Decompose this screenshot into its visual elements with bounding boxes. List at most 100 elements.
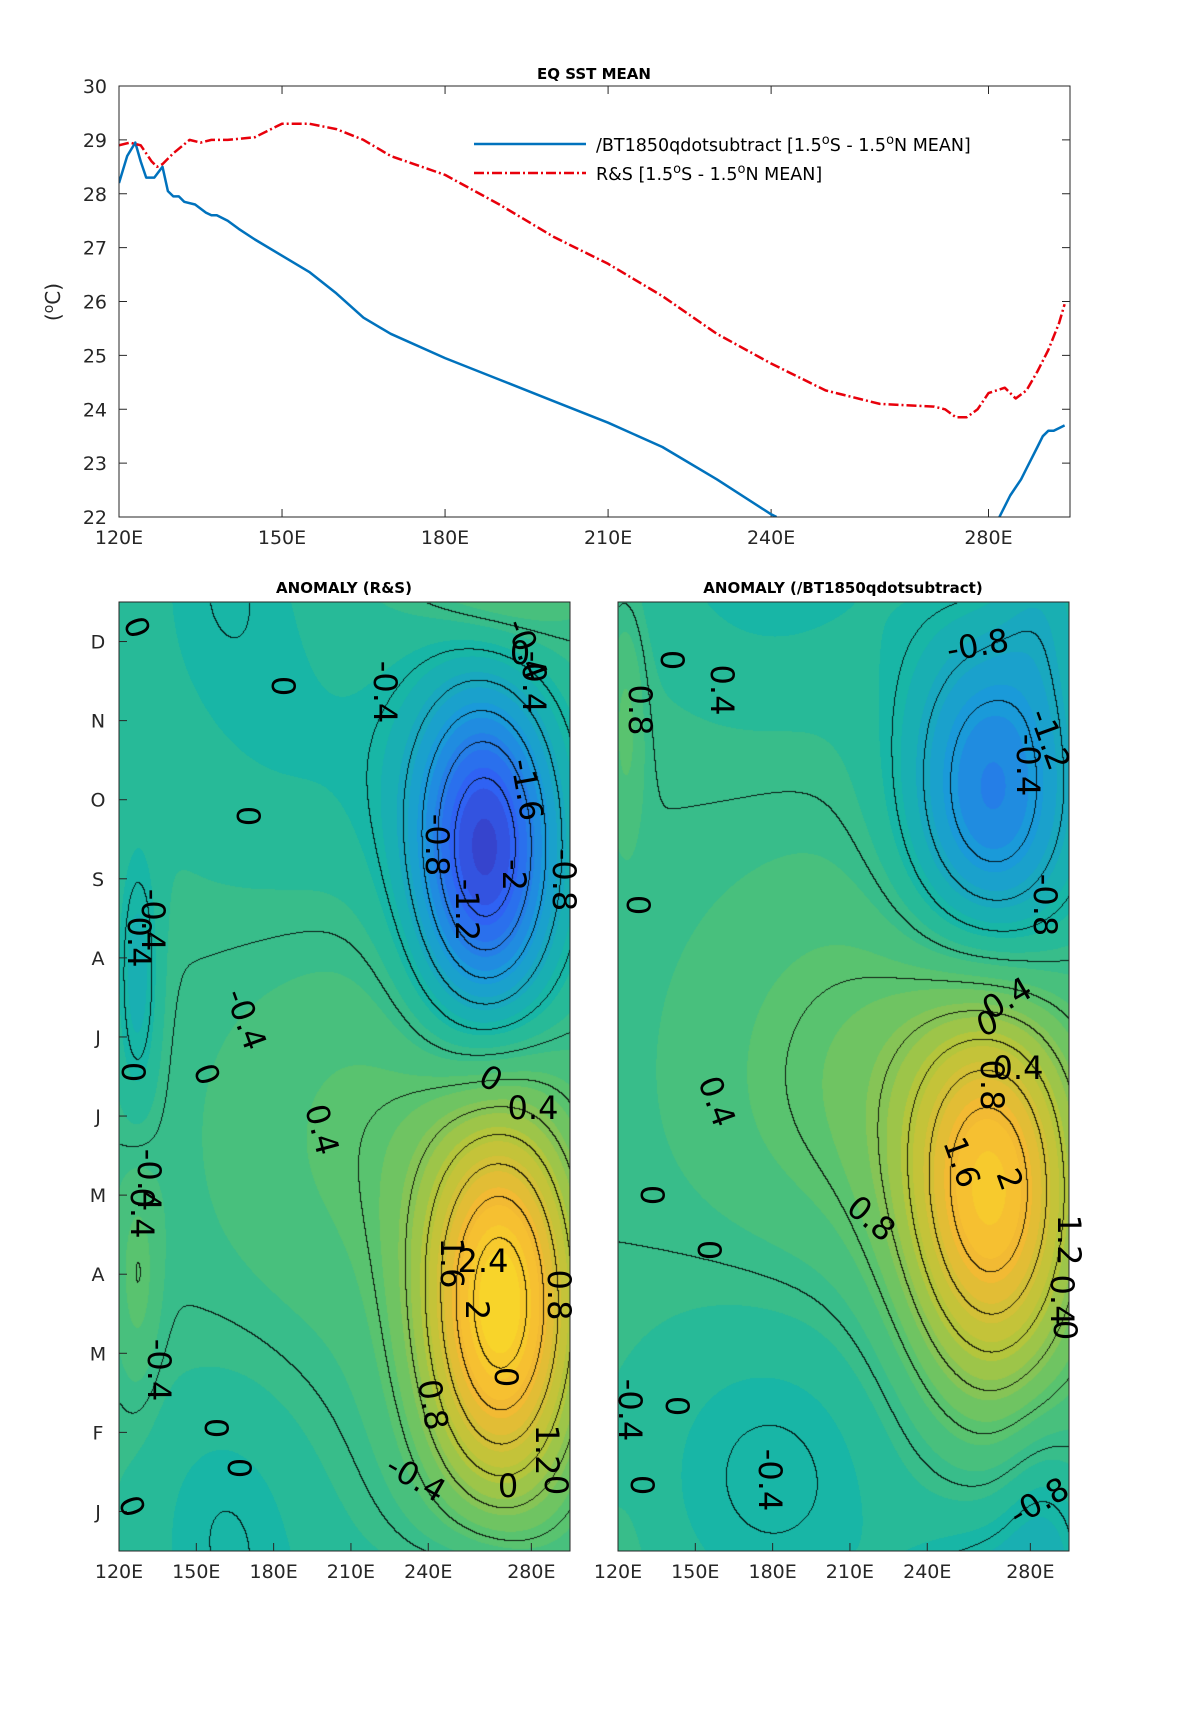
x-tick-label: 210E [327, 1561, 375, 1583]
contour-label: -0.8 [545, 849, 583, 911]
y-tick-label: 26 [83, 292, 107, 314]
contour-label: 0 [229, 806, 267, 826]
y-tick-label: 24 [83, 399, 107, 421]
y-tick-label: S [92, 869, 104, 891]
contour-label: 1.6 [433, 1238, 471, 1289]
contour-label: 0 [264, 676, 302, 696]
contour-label: 0 [510, 634, 530, 672]
contour-label: 0 [690, 1240, 728, 1260]
contour-label: -0.4 [140, 1339, 178, 1401]
contour-label: 0 [653, 650, 691, 670]
x-tick-label: 240E [903, 1561, 951, 1583]
y-tick-label: N [91, 711, 105, 733]
plot-frame [118, 85, 1071, 518]
series-model-line [119, 141, 1066, 517]
contour-label: 0.8 [540, 1270, 578, 1321]
contour-label: 0 [487, 1367, 525, 1387]
anomaly-obs-heatmap: ANOMALY (R&S) 120E 150E 180E 210E 240E 280E J… [90, 579, 583, 1583]
x-axis: 120E 150E 180E 210E 240E 280E [95, 86, 1013, 549]
contour-label: -0.4 [751, 1449, 789, 1511]
x-tick-label: 280E [507, 1561, 555, 1583]
contour-label: -0.4 [366, 661, 404, 723]
y-tick-label: 29 [83, 130, 107, 152]
y-tick-label: 27 [83, 238, 107, 260]
contour-label: 0 [658, 1396, 696, 1416]
contour-label: -0.8 [418, 814, 456, 876]
left-heatmap-frame [118, 601, 571, 1552]
left-x-axis: 120E 150E 180E 210E 240E 280E [95, 1543, 555, 1583]
contour-label: 0 [220, 1458, 258, 1478]
contour-label: 0.8 [973, 1060, 1011, 1111]
contour-label: 0 [197, 1418, 235, 1438]
contour-label: -0.4 [1009, 734, 1047, 796]
x-tick-label: 240E [404, 1561, 452, 1583]
anomaly-model-heatmap: ANOMALY (/BT1850qdotsubtract) 120E 150E 18… [594, 579, 1088, 1583]
contour-label: 0 [619, 895, 657, 915]
contour-label: -0.8 [1026, 874, 1064, 936]
contour-label: 0.8 [410, 1376, 456, 1433]
left-y-axis: J F M A M J J A S O N D [90, 632, 127, 1523]
y-tick-label: J [94, 1106, 101, 1128]
x-tick-label: 120E [95, 527, 143, 549]
contour-label: 0 [623, 1475, 661, 1495]
contour-label: -0.4 [134, 889, 172, 951]
x-tick-label: 180E [748, 1561, 796, 1583]
contour-label: -2 [495, 859, 533, 891]
y-tick-label: 23 [83, 453, 107, 475]
x-tick-label: 150E [172, 1561, 220, 1583]
y-tick-label: 22 [83, 507, 107, 529]
right-heatmap-field [618, 602, 1069, 1551]
contour-label: 0 [633, 1185, 671, 1205]
chart-title: EQ SST MEAN [537, 65, 651, 83]
x-tick-label: 120E [95, 1561, 143, 1583]
contour-label: 2 [458, 1300, 496, 1320]
y-tick-label: A [92, 948, 105, 970]
contour-label: 0.4 [993, 1049, 1044, 1087]
y-axis: 22 23 24 25 26 27 28 29 30 [83, 76, 1070, 529]
right-x-axis: 120E 150E 180E 210E 240E 280E [594, 1543, 1054, 1583]
legend: /BT1850qdotsubtract [1.5oS - 1.5oN MEAN]… [474, 133, 971, 185]
y-tick-label: A [92, 1264, 105, 1286]
contour-label: -1.2 [448, 879, 486, 941]
series-obs-line [119, 122, 1066, 419]
y-tick-label: J [94, 1501, 101, 1523]
y-tick-label: M [90, 1185, 106, 1207]
y-tick-label: 28 [83, 184, 107, 206]
y-tick-label: 30 [83, 76, 107, 98]
contour-label: 1.2 [1050, 1215, 1088, 1266]
contour-label: 0.4 [1043, 1275, 1081, 1326]
x-tick-label: 120E [594, 1561, 642, 1583]
x-tick-label: 180E [249, 1561, 297, 1583]
y-tick-label: M [90, 1343, 106, 1365]
y-tick-label: 25 [83, 345, 107, 367]
x-tick-label: 210E [826, 1561, 874, 1583]
y-tick-label: D [91, 632, 106, 654]
contour-label: 0 [114, 1062, 152, 1082]
contour-label: 0.4 [123, 1188, 161, 1239]
x-tick-label: 210E [584, 527, 632, 549]
x-tick-label: 180E [421, 527, 469, 549]
contour-label: 0 [498, 1467, 518, 1505]
plot-area [119, 122, 1066, 517]
contour-label: 0 [537, 1475, 575, 1495]
x-tick-label: 280E [1006, 1561, 1054, 1583]
contour-label: 0.4 [703, 665, 741, 716]
x-tick-label: 240E [747, 527, 795, 549]
contour-label: -0.4 [611, 1379, 649, 1441]
contour-label: -0.4 [515, 651, 553, 713]
x-tick-label: 280E [964, 527, 1012, 549]
legend-label-obs: R&S [1.5oS - 1.5oN MEAN] [596, 162, 822, 185]
y-axis-label: (oC) [41, 283, 65, 321]
contour-label: 1.2 [528, 1425, 566, 1476]
y-tick-label: F [93, 1422, 104, 1444]
left-heatmap-title: ANOMALY (R&S) [276, 579, 412, 597]
contour-label: 2.4 [458, 1242, 509, 1280]
contour-label: 0.4 [508, 1089, 559, 1127]
x-tick-label: 150E [258, 527, 306, 549]
contour-label: 0.4 [120, 917, 158, 968]
legend-label-model: /BT1850qdotsubtract [1.5oS - 1.5oN MEAN] [596, 133, 971, 156]
right-heatmap-title: ANOMALY (/BT1850qdotsubtract) [703, 579, 982, 597]
y-tick-label: O [91, 790, 106, 812]
